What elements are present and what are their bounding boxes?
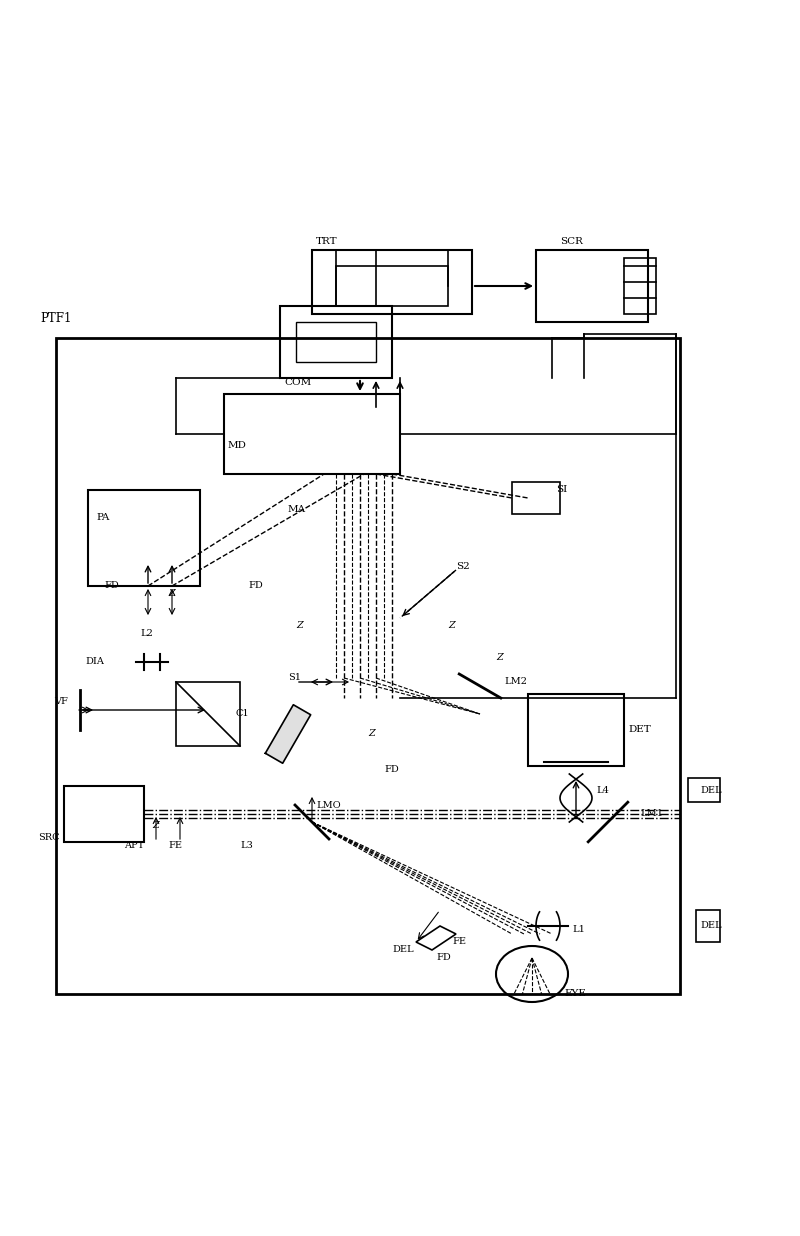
Text: Z: Z [368,729,374,738]
Text: L3: L3 [240,842,253,850]
Text: PTF1: PTF1 [40,311,71,325]
Text: LMO: LMO [316,801,341,811]
Bar [176,682,240,747]
Text: DEL: DEL [700,922,722,931]
Text: FD: FD [248,581,262,591]
Text: MD: MD [228,441,247,450]
Bar [512,482,560,514]
Text: VF: VF [54,697,68,707]
Bar [528,693,624,766]
Bar [688,777,720,802]
Text: SI: SI [556,486,567,494]
Text: FD: FD [104,581,118,591]
Text: Z: Z [296,622,302,630]
Text: LM2: LM2 [504,677,527,686]
Text: S1: S1 [288,674,301,682]
Bar [312,250,472,314]
Bar [64,786,144,842]
Text: SCR: SCR [560,237,583,246]
Bar [296,323,376,362]
Text: Z: Z [496,654,502,662]
Text: Z: Z [448,622,454,630]
Text: TRT: TRT [316,237,338,246]
Bar [536,250,648,323]
Text: L2: L2 [140,629,153,639]
Text: FD: FD [384,765,398,775]
Text: FE: FE [168,842,182,850]
Text: APT: APT [124,842,144,850]
Text: C1: C1 [236,709,250,718]
Text: EYE: EYE [564,990,586,999]
Bar [224,394,400,473]
Text: MA: MA [288,506,306,514]
Bar [280,307,392,378]
Bar [336,266,448,307]
Text: FE: FE [452,937,466,947]
Text: FD: FD [436,953,450,963]
Text: L4: L4 [596,786,609,795]
Text: DEL: DEL [700,786,722,795]
Text: COM: COM [284,378,311,387]
Polygon shape [266,705,310,764]
Text: Z: Z [168,590,174,598]
Bar [88,489,200,586]
Text: PA: PA [96,513,110,523]
Text: L1: L1 [572,926,585,934]
Text: DEL: DEL [392,946,414,954]
Text: DET: DET [628,726,650,734]
Bar [56,337,680,994]
Text: DIA: DIA [85,658,104,666]
Bar [624,258,656,314]
Text: SRC: SRC [38,833,60,843]
Text: Z: Z [152,822,158,831]
Text: LM1: LM1 [640,810,663,818]
Text: S2: S2 [456,561,470,571]
Bar [696,910,720,942]
